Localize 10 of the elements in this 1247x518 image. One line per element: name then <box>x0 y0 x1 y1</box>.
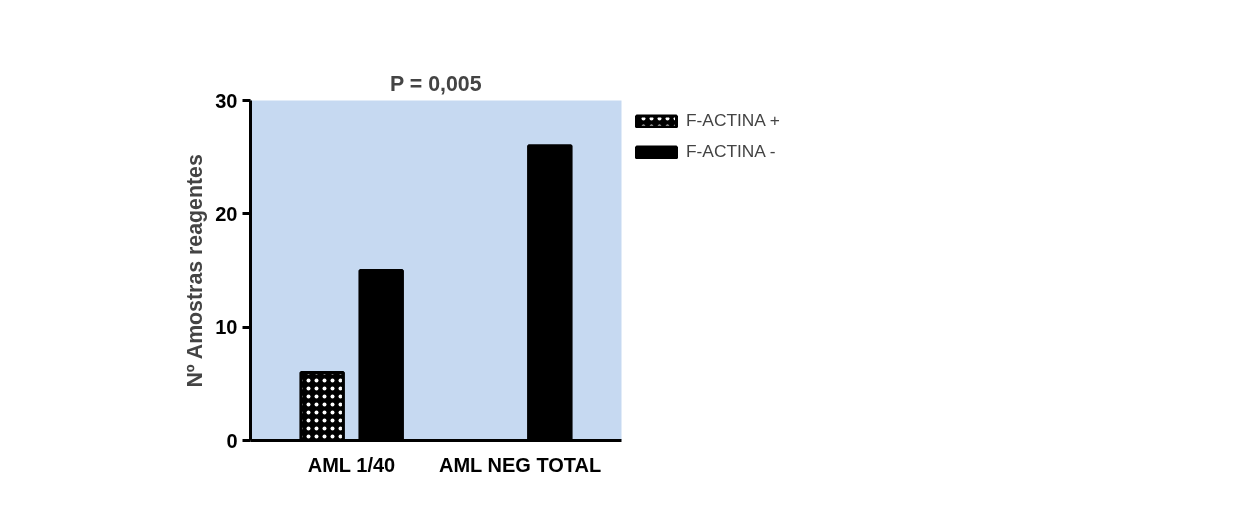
legend-label: F-ACTINA - <box>686 141 776 162</box>
y-tick-label: 10 <box>215 316 238 339</box>
y-tick-label: 30 <box>215 89 238 112</box>
y-tick-label: 20 <box>215 202 238 225</box>
chart-title: P = 0,005 <box>390 71 482 96</box>
y-tick-label: 0 <box>226 429 238 452</box>
y-axis-title: Nº Amostras reagentes <box>183 154 208 388</box>
x-tick-label: AML 1/40 <box>307 453 396 476</box>
x-tick-label: AML NEG TOTAL <box>439 453 602 476</box>
legend-label: F-ACTINA + <box>686 110 780 131</box>
